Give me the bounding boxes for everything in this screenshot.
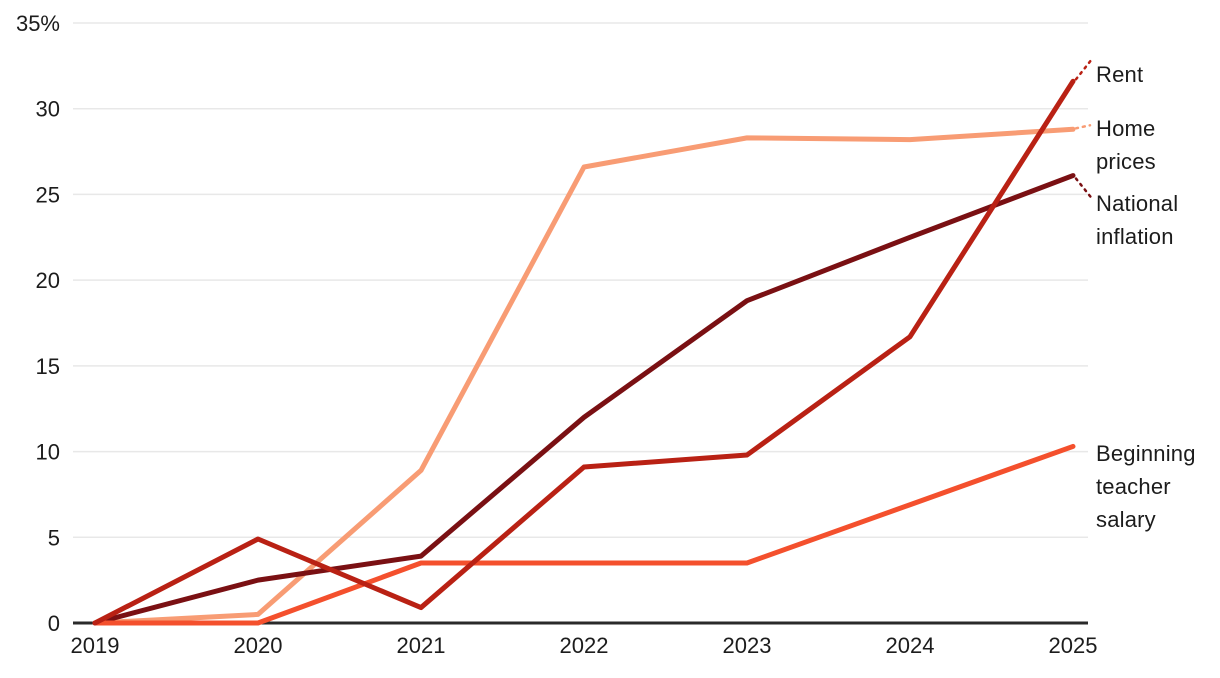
x-tick-label: 2022 — [560, 633, 609, 658]
x-tick-label: 2024 — [886, 633, 935, 658]
series-label-national-inflation: National inflation — [1096, 190, 1179, 249]
y-tick-label: 25 — [36, 182, 60, 207]
series-label-rent: Rent — [1096, 62, 1144, 88]
y-tick-label: 0 — [48, 611, 60, 636]
y-tick-label: 30 — [36, 97, 60, 122]
line-rent — [92, 78, 1076, 626]
line-beginning-teacher-salary — [92, 443, 1076, 626]
x-tick-label: 2025 — [1049, 633, 1098, 658]
series-label-beginning-teacher-salary: Beginning teacher salary — [1096, 441, 1196, 533]
y-tick-label: 20 — [36, 268, 60, 293]
leader-line-home-prices — [1074, 124, 1092, 130]
series-label-home-prices: Home prices — [1096, 116, 1156, 175]
x-tick-label: 2019 — [71, 633, 120, 658]
leader-line-national-inflation — [1074, 177, 1094, 200]
line-home-prices — [92, 126, 1076, 626]
line-national-inflation — [92, 173, 1076, 626]
x-tick-label: 2023 — [723, 633, 772, 658]
y-tick-label: 5 — [48, 525, 60, 550]
x-tick-label: 2021 — [397, 633, 446, 658]
y-tick-label: 10 — [36, 440, 60, 465]
x-tick-label: 2020 — [234, 633, 283, 658]
y-tick-label: 35% — [16, 11, 60, 36]
leader-line-rent — [1074, 59, 1093, 81]
y-tick-label: 15 — [36, 354, 60, 379]
